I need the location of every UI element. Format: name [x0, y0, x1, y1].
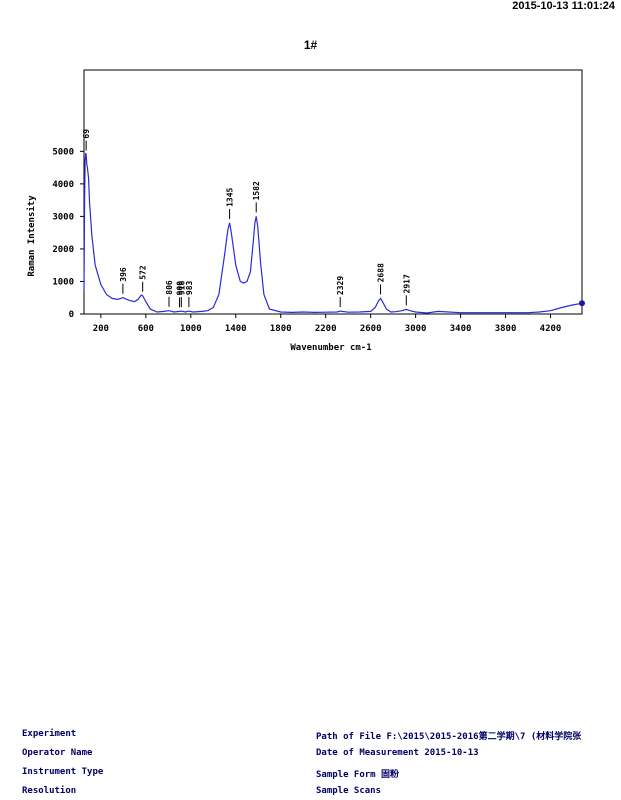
- experiment-label: Experiment: [22, 729, 77, 739]
- x-tick-label: 3800: [495, 324, 517, 334]
- path-value: F:\2015\2015-2016第二学期\7 (材料学院张: [386, 732, 582, 742]
- raman-chart: 200 600 1000 1400 1800 2200 2600 3000 3400 3800 42…: [26, 69, 585, 353]
- spectrum-line: [83, 152, 583, 314]
- peak-label: 916: [177, 280, 186, 295]
- resolution-label: Resolution: [22, 786, 77, 796]
- x-tick-label: 2600: [360, 324, 382, 334]
- x-tick-label: 3400: [450, 324, 472, 334]
- peak-label: 2329: [336, 276, 345, 295]
- peak-label: 900: [176, 281, 185, 296]
- x-tick-label: 1000: [180, 324, 202, 334]
- timestamp: 2015-10-13 11:01:24: [512, 0, 615, 12]
- peak-label: 806: [165, 280, 174, 295]
- peak-label: 69: [82, 129, 91, 139]
- peak-label: 572: [139, 265, 148, 280]
- footer-scans: Sample Scans: [316, 786, 381, 796]
- peak-label: 2688: [377, 263, 386, 282]
- y-tick-label: 1000: [52, 277, 74, 287]
- footer-date: Date of Measurement 2015-10-13: [316, 748, 479, 758]
- y-tick-label: 4000: [52, 180, 74, 190]
- peak-label: 1582: [252, 181, 261, 200]
- footer-path: Path of File F:\2015\2015-2016第二学期\7 (材料…: [316, 729, 581, 742]
- x-tick-label: 1800: [270, 324, 292, 334]
- footer-operator: Operator Name: [22, 748, 92, 758]
- date-label: Date of Measurement: [316, 748, 419, 758]
- x-tick-label: 3000: [405, 324, 427, 334]
- chart-axes: [83, 69, 583, 315]
- peak-label: 983: [185, 280, 194, 295]
- instrument-label: Instrument Type: [22, 767, 104, 777]
- y-tick-label: 2000: [52, 245, 74, 255]
- peak-label: 2917: [402, 274, 411, 293]
- end-marker: [579, 300, 585, 307]
- y-tick-label: 5000: [52, 147, 74, 157]
- footer-resolution: Resolution: [22, 786, 76, 796]
- footer-form: Sample Form 固粉: [316, 767, 399, 780]
- x-tick-label: 2200: [315, 324, 337, 334]
- path-label: Path of File: [316, 732, 382, 742]
- operator-label: Operator Name: [22, 748, 93, 758]
- footer-instrument: Instrument Type: [22, 767, 103, 777]
- chart-title: 1#: [303, 38, 318, 52]
- scans-label: Sample Scans: [316, 786, 382, 796]
- y-tick-label: 0: [69, 310, 74, 320]
- chart-ticks: 200 600 1000 1400 1800 2200 2600 3000 3400 3800 42…: [52, 147, 561, 334]
- date-value: 2015-10-13: [424, 748, 479, 758]
- x-tick-label: 200: [93, 324, 109, 334]
- peak-label: 396: [119, 267, 128, 282]
- x-tick-label: 1400: [225, 324, 247, 334]
- x-axis-label: Wavenumber cm-1: [290, 343, 371, 353]
- x-tick-label: 4200: [540, 324, 562, 334]
- y-axis-label: Raman Intensity: [26, 195, 37, 277]
- form-value: 固粉: [381, 770, 400, 780]
- plot-frame: [83, 69, 583, 315]
- chart-series: [83, 152, 585, 314]
- footer-experiment: Experiment: [22, 729, 76, 739]
- y-tick-label: 3000: [52, 212, 74, 222]
- peak-label: 1345: [226, 187, 235, 206]
- form-label: Sample Form: [316, 770, 376, 780]
- x-tick-label: 600: [138, 324, 154, 334]
